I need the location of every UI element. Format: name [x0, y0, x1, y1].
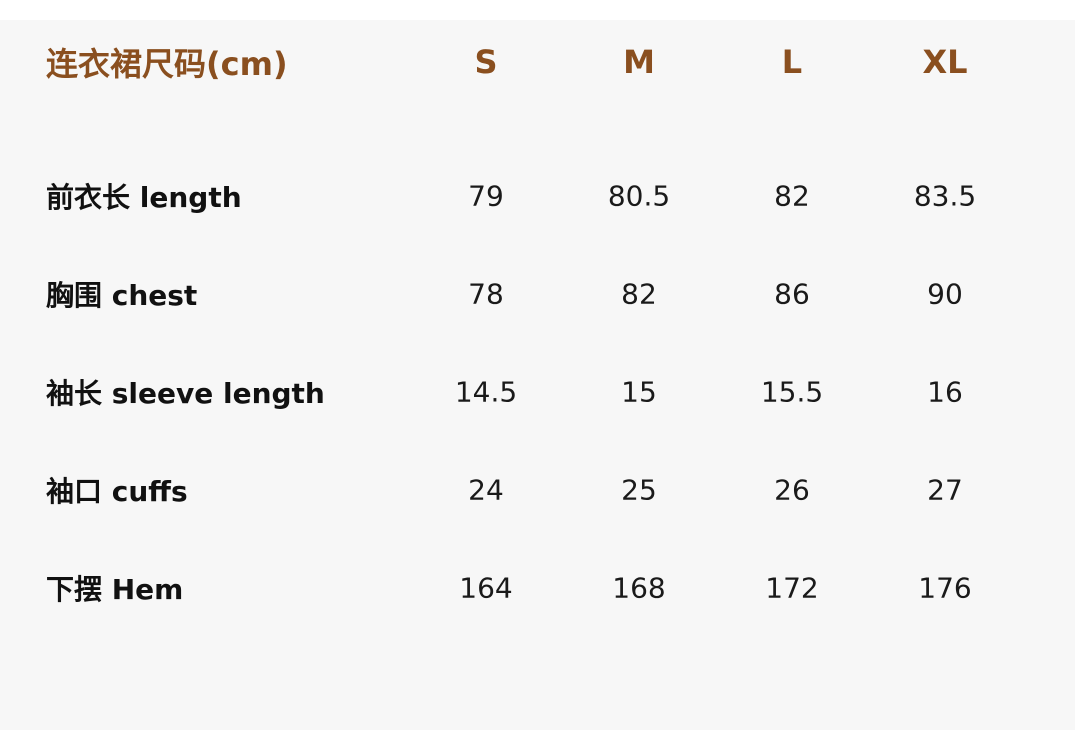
table-cell: 82: [621, 277, 657, 311]
table-cell: 90: [927, 277, 963, 311]
table-cell: 79: [468, 179, 504, 213]
table-cell: 82: [774, 179, 810, 213]
table-cell: 25: [621, 473, 657, 507]
table-cell: 78: [468, 277, 504, 311]
table-cell: 176: [918, 571, 972, 605]
table-cell: 80.5: [607, 179, 671, 213]
table-cell: 14.5: [454, 375, 518, 409]
size-header: L: [781, 43, 803, 81]
row-label: 前衣长 length: [46, 181, 242, 214]
size-header: M: [623, 43, 655, 81]
size-chart: [0, 20, 1075, 730]
size-header: S: [474, 43, 498, 81]
table-cell: 172: [765, 571, 819, 605]
row-label: 袖长 sleeve length: [46, 377, 325, 410]
table-cell: 86: [774, 277, 810, 311]
row-label: 袖口 cuffs: [46, 475, 188, 508]
table-cell: 26: [774, 473, 810, 507]
row-label: 胸围 chest: [46, 279, 198, 312]
table-title: 连衣裙尺码(cm): [46, 45, 288, 83]
table-cell: 168: [612, 571, 666, 605]
size-header: XL: [922, 43, 968, 81]
table-cell: 15: [621, 375, 657, 409]
table-cell: 24: [468, 473, 504, 507]
table-cell: 16: [927, 375, 963, 409]
table-cell: 164: [459, 571, 513, 605]
row-label: 下摆 Hem: [46, 573, 184, 606]
table-cell: 83.5: [913, 179, 977, 213]
table-cell: 27: [927, 473, 963, 507]
table-cell: 15.5: [760, 375, 824, 409]
